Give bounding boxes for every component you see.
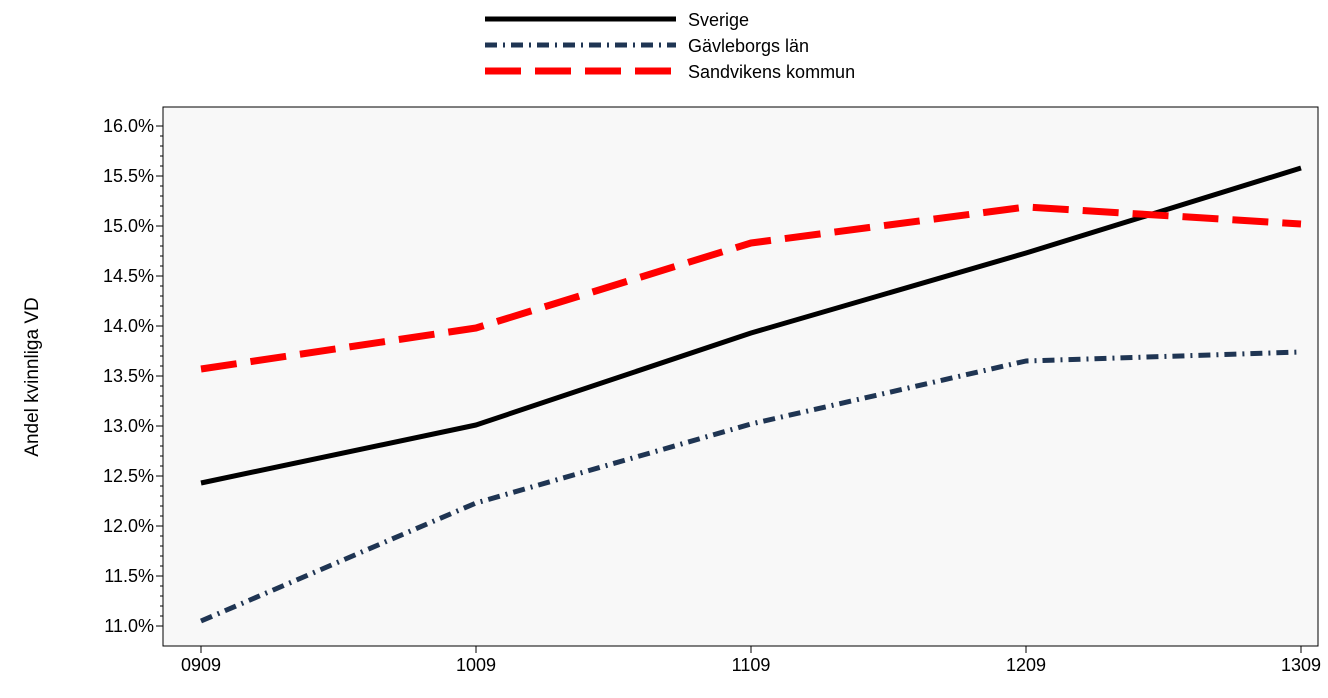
y-tick-label: 11.0%: [104, 616, 154, 636]
y-tick-label: 13.5%: [103, 366, 154, 386]
y-tick-label: 14.0%: [103, 316, 154, 336]
x-axis: 0909 1009 1109 1209 1309: [181, 646, 1321, 675]
y-tick-label: 12.0%: [103, 516, 154, 536]
y-axis-title: Andel kvinnliga VD: [22, 297, 43, 456]
y-tick-label: 11.5%: [104, 566, 154, 586]
y-tick-label: 13.0%: [103, 416, 154, 436]
legend: Sverige Gävleborgs län Sandvikens kommun: [485, 10, 855, 82]
y-tick-label: 16.0%: [103, 116, 154, 136]
legend-label-3: Sandvikens kommun: [688, 62, 855, 82]
plot-area: [162, 106, 1319, 647]
y-tick-label: 15.0%: [103, 216, 154, 236]
x-tick-label: 1009: [456, 655, 496, 675]
y-tick-label: 12.5%: [103, 466, 154, 486]
x-tick-label: 1209: [1006, 655, 1046, 675]
x-tick-label: 0909: [181, 655, 221, 675]
series-line-3: [200, 203, 1302, 373]
legend-label-1: Sverige: [688, 10, 749, 30]
y-tick-label: 14.5%: [103, 266, 154, 286]
y-axis: 11.0% 11.5% 12.0% 12.5% 13.0% 13.5% 14.0% 14.5%…: [103, 116, 163, 636]
y-tick-label: 15.5%: [103, 166, 154, 186]
series-line-1: [200, 165, 1302, 486]
series-lines: [200, 165, 1302, 624]
x-tick-label: 1109: [732, 655, 771, 675]
legend-label-2: Gävleborgs län: [688, 36, 809, 56]
x-tick-label: 1309: [1281, 655, 1321, 675]
